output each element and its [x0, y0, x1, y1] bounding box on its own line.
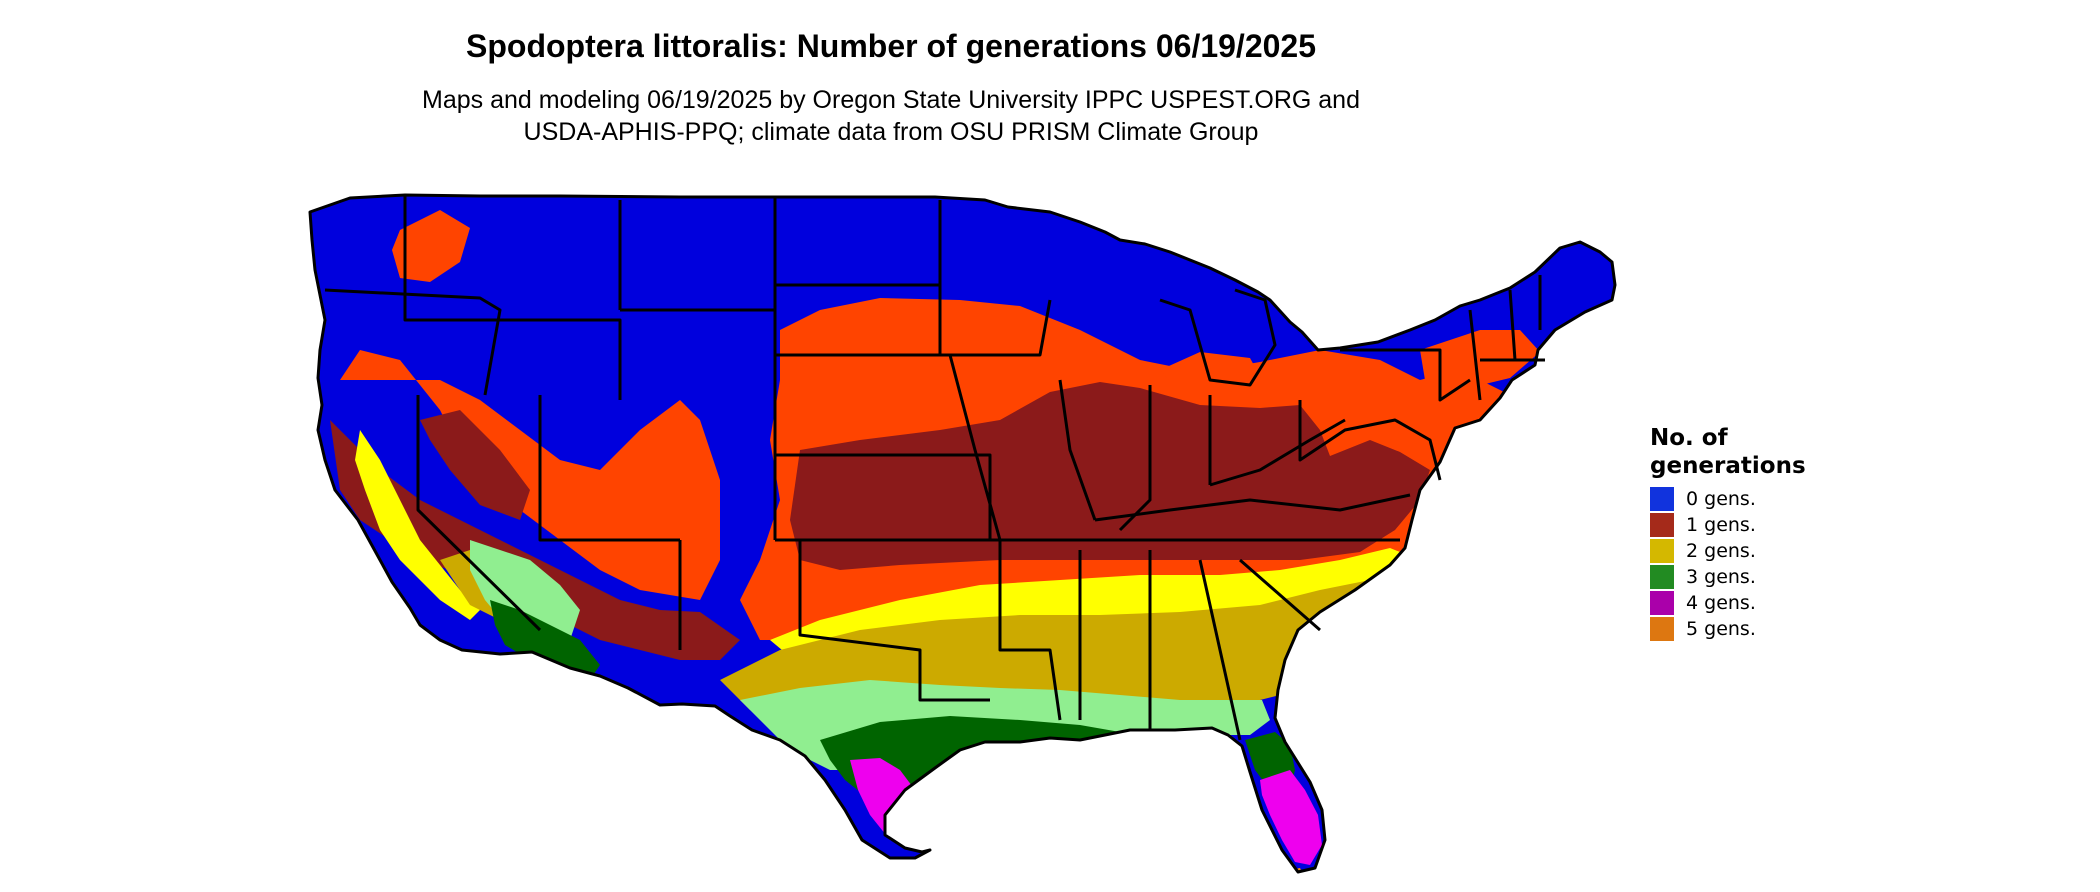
- border-line-iowa-missouri: [948, 354, 1062, 721]
- legend-title: No. of generations: [1650, 424, 1806, 480]
- zone-1-gens-northwest: [392, 210, 470, 282]
- legend-swatch: [1650, 487, 1674, 511]
- legend-label: 5 gens.: [1686, 618, 1756, 640]
- zone-1-gens-dark: [790, 382, 1430, 570]
- legend-label: 1 gens.: [1686, 514, 1756, 536]
- legend-item-3-gens: 3 gens.: [1650, 564, 1806, 590]
- legend-swatch: [1650, 591, 1674, 615]
- border-line-dakotas: [773, 196, 950, 455]
- zone-1-gens-west: [340, 350, 720, 600]
- legend-swatch: [1650, 565, 1674, 589]
- legend-label: 4 gens.: [1686, 592, 1756, 614]
- border-line-minnesota-iowa: [938, 200, 1052, 357]
- border-line-nevada: [416, 395, 542, 632]
- zone-1-gens-dark-great-basin: [420, 410, 530, 520]
- map-title: Spodoptera littoralis: Number of generat…: [466, 28, 1316, 64]
- legend-swatch: [1650, 513, 1674, 537]
- border-line-south-east: [1000, 538, 1400, 741]
- legend-item-5-gens: 5 gens.: [1650, 616, 1806, 642]
- map-subtitle: Maps and modeling 06/19/2025 by Oregon S…: [0, 84, 1782, 148]
- legend-item-0-gens: 0 gens.: [1650, 486, 1806, 512]
- legend-swatch: [1650, 617, 1674, 641]
- legend-item-1-gens: 1 gens.: [1650, 512, 1806, 538]
- legend-title-line-2: generations: [1650, 453, 1806, 479]
- border-line-appalachian: [1298, 348, 1471, 481]
- zone-3-gens-arizona-dark: [490, 600, 600, 680]
- legend-title-line-1: No. of: [1650, 425, 1728, 451]
- border-line-michigan: [1159, 288, 1277, 387]
- zone-4-gens-florida: [1260, 770, 1322, 865]
- border-line-oregon-idaho: [324, 288, 502, 396]
- border-line-ohio-valley: [1094, 418, 1411, 522]
- border-line-illinois-indiana: [1058, 379, 1212, 532]
- border-line-plains: [678, 453, 1000, 702]
- zone-3-gens-arizona-light: [470, 540, 580, 650]
- state-borders: [308, 193, 1617, 874]
- legend-label: 3 gens.: [1686, 566, 1756, 588]
- legend-label: 2 gens.: [1686, 540, 1756, 562]
- zone-2-gens-california: [355, 430, 480, 620]
- border-line-utah-arizona: [538, 395, 680, 542]
- legend-item-4-gens: 4 gens.: [1650, 590, 1806, 616]
- legend-label: 0 gens.: [1686, 488, 1756, 510]
- legend-swatch: [1650, 539, 1674, 563]
- subtitle-line-2: USDA-APHIS-PPQ; climate data from OSU PR…: [523, 118, 1259, 146]
- map-legend: No. of generations 0 gens. 1 gens. 2 gen…: [1650, 424, 1806, 642]
- us-generations-map: [308, 193, 1617, 874]
- border-line-new-england: [1468, 275, 1545, 401]
- border-line-49th-west: [403, 195, 622, 400]
- generation-zones: [310, 195, 1615, 872]
- legend-item-2-gens: 2 gens.: [1650, 538, 1806, 564]
- subtitle-line-1: Maps and modeling 06/19/2025 by Oregon S…: [422, 86, 1360, 114]
